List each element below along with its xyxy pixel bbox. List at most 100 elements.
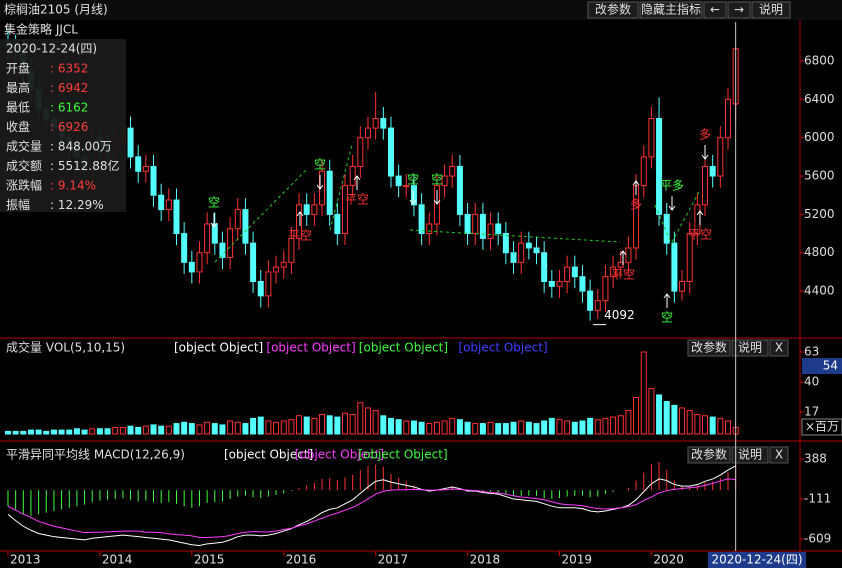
signal-label: 平空 <box>288 229 312 243</box>
toolbar-button[interactable]: 改参数 <box>595 2 631 17</box>
volume-bar <box>648 387 655 435</box>
volume-bar <box>219 424 226 435</box>
volume-bar <box>43 430 50 435</box>
signal-label: 多 <box>630 198 642 212</box>
candle-body <box>679 281 686 292</box>
candle-body <box>579 276 586 292</box>
y-tick-label: 4400 <box>804 284 835 298</box>
volume-bar <box>265 420 272 435</box>
x-tick-label: 2018 <box>470 553 501 567</box>
volume-bar <box>433 421 440 435</box>
signal-trend <box>671 189 701 243</box>
volume-bar <box>364 407 371 435</box>
panel-title: 成交量 VOL(5,10,15) <box>6 340 125 355</box>
info-date: 2020-12-24(四) <box>6 42 97 56</box>
volume-bar <box>464 421 471 435</box>
toolbar-button[interactable]: 说明 <box>759 2 783 17</box>
volume-bar <box>387 417 394 435</box>
candle-body <box>587 290 594 311</box>
candle-body <box>173 199 180 235</box>
volume-bar <box>50 429 57 435</box>
legend-entry: [object Object] <box>358 448 447 462</box>
volume-bar <box>702 415 709 435</box>
volume-bar <box>663 400 670 435</box>
y-tick-label: -111 <box>804 492 831 506</box>
candle-body <box>426 223 433 235</box>
volume-bar <box>311 417 318 435</box>
volume-bar <box>319 413 326 435</box>
panel-button[interactable]: 说明 <box>738 340 762 355</box>
volume-bar <box>35 429 42 435</box>
volume-bar <box>204 421 211 435</box>
volume-bar <box>242 423 249 435</box>
panel-button[interactable]: 说明 <box>738 447 762 462</box>
signal-arrowhead <box>353 175 361 181</box>
volume-bar <box>96 428 103 435</box>
panel-button[interactable]: X <box>775 341 783 355</box>
info-value: : 6352 <box>50 62 88 76</box>
info-value: : 6162 <box>50 101 88 115</box>
candle-body <box>671 242 678 292</box>
volume-bar <box>410 420 417 435</box>
signal-label: 平多 <box>660 179 684 193</box>
candle-body <box>709 165 716 177</box>
button-frame[interactable] <box>769 339 789 357</box>
info-label: 最低 <box>6 101 30 115</box>
panel-button[interactable]: 改参数 <box>691 447 727 462</box>
volume-bar <box>472 423 479 435</box>
y-tick-label: 388 <box>804 452 827 466</box>
button-frame[interactable] <box>751 1 791 19</box>
toolbar-button[interactable]: ← <box>710 3 720 17</box>
button-frame[interactable] <box>769 446 789 464</box>
candle-body <box>211 223 218 244</box>
button-frame[interactable] <box>727 1 751 19</box>
volume-bar <box>441 420 448 435</box>
volume-bar <box>510 421 517 435</box>
volume-bar <box>656 394 663 435</box>
signal-label: 空 <box>661 311 673 325</box>
candle-body <box>150 165 157 196</box>
signal-arrowhead <box>210 222 218 228</box>
signal-arrowhead <box>409 199 417 205</box>
volume-bar <box>686 410 693 435</box>
candle-body <box>372 118 379 129</box>
candle-body <box>288 237 295 263</box>
volume-bar <box>81 429 88 435</box>
candle-body <box>250 242 257 283</box>
volume-bar <box>495 423 502 435</box>
button-frame[interactable] <box>731 446 769 464</box>
button-frame[interactable] <box>587 1 639 19</box>
button-frame[interactable] <box>687 446 731 464</box>
info-value: : 848.00万 <box>50 140 112 154</box>
signal-trend <box>654 204 673 246</box>
legend-entry: [object Object] <box>174 341 263 355</box>
y-tick-label: 4800 <box>804 245 835 259</box>
signal-label: 多 <box>699 128 711 142</box>
volume-bar <box>296 415 303 435</box>
volume-bar <box>135 426 142 435</box>
volume-bar <box>709 416 716 435</box>
button-frame[interactable] <box>703 1 727 19</box>
candle-body <box>204 223 211 254</box>
volume-bar <box>334 416 341 435</box>
info-label: 成交额 <box>6 158 42 173</box>
volume-bar <box>119 426 126 435</box>
volume-bar <box>250 417 257 435</box>
candle-body <box>165 199 172 211</box>
window-title: 棕榈油2105 (月线) <box>4 2 108 17</box>
toolbar-button[interactable]: 隐藏主指标 <box>641 2 701 17</box>
candle-body <box>433 185 440 225</box>
toolbar-button[interactable]: → <box>734 3 744 17</box>
button-frame[interactable] <box>639 1 703 19</box>
volume-bar <box>181 421 188 435</box>
cursor-date-box <box>708 552 806 568</box>
volume-bar <box>525 421 532 435</box>
candle-body <box>656 118 663 215</box>
panel-button[interactable]: 改参数 <box>691 340 727 355</box>
candle-body <box>663 213 670 244</box>
button-frame[interactable] <box>687 339 731 357</box>
panel-button[interactable]: X <box>775 448 783 462</box>
button-frame[interactable] <box>731 339 769 357</box>
candle-body <box>135 156 142 172</box>
candle-body <box>564 266 571 283</box>
